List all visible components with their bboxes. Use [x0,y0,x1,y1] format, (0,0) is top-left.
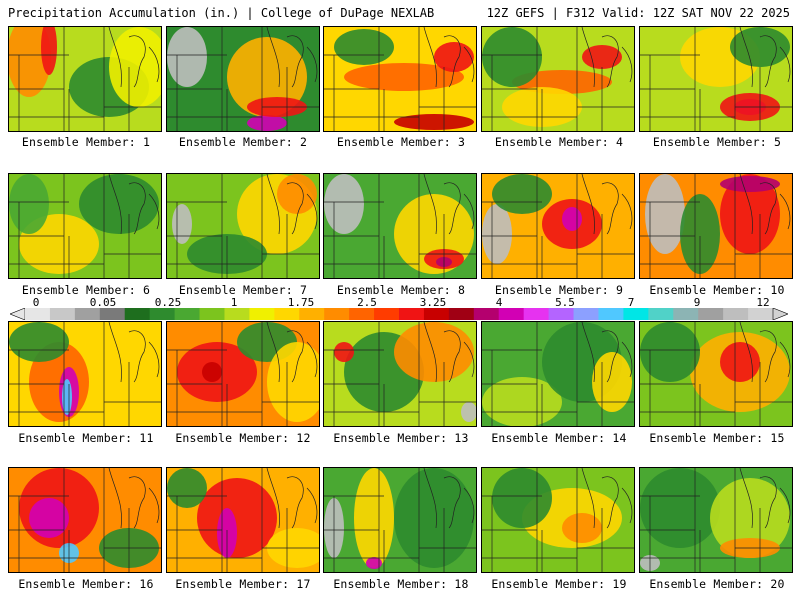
member-map-6 [8,173,162,279]
member-map-9 [481,173,635,279]
scale-tick-label: 2.5 [357,296,377,309]
member-map-10 [639,173,793,279]
scale-min-arrow [10,308,26,320]
color-scale-bar [10,308,788,320]
scale-swatch [399,308,425,320]
member-caption: Ensemble Member: 15 [649,431,785,445]
scale-swatch [149,308,176,320]
member-map-13 [323,321,477,427]
scale-swatch [25,308,51,320]
member-caption: Ensemble Member: 1 [21,135,151,149]
scale-swatch [548,308,575,320]
member-caption: Ensemble Member: 13 [333,431,469,445]
member-map-1 [8,26,162,132]
member-caption: Ensemble Member: 8 [336,283,466,297]
scale-swatch [174,308,201,320]
scale-swatch [99,308,126,320]
scale-tick-label: 0.25 [154,296,182,309]
scale-tick-label: 0 [32,296,40,309]
scale-swatch [199,308,225,320]
member-map-18 [323,467,477,573]
member-map-16 [8,467,162,573]
scale-tick-label: 3.25 [419,296,447,309]
scale-swatch [448,308,475,320]
member-caption: Ensemble Member: 5 [652,135,782,149]
scale-swatch [623,308,649,320]
scale-tick-label: 7 [627,296,635,309]
run-info: 12Z GEFS | F312 Valid: 12Z SAT NOV 22 20… [486,6,790,20]
member-map-19 [481,467,635,573]
scale-swatch [249,308,275,320]
member-map-4 [481,26,635,132]
scale-swatch [124,308,151,320]
scale-swatch [349,308,375,320]
scale-swatch [224,308,250,320]
scale-swatch [299,308,325,320]
member-map-14 [481,321,635,427]
scale-swatch [748,308,774,320]
scale-swatch [374,308,400,320]
member-caption: Ensemble Member: 12 [175,431,311,445]
scale-swatch [74,308,101,320]
member-caption: Ensemble Member: 18 [333,577,469,591]
scale-swatch [723,308,749,320]
scale-tick-label: 12 [756,296,770,309]
member-map-3 [323,26,477,132]
member-caption: Ensemble Member: 3 [336,135,466,149]
member-map-8 [323,173,477,279]
member-map-17 [166,467,320,573]
member-caption: Ensemble Member: 9 [494,283,624,297]
member-map-11 [8,321,162,427]
scale-tick-label: 4 [495,296,503,309]
member-caption: Ensemble Member: 7 [178,283,308,297]
scale-swatch [423,308,450,320]
member-caption: Ensemble Member: 16 [18,577,154,591]
member-caption: Ensemble Member: 11 [18,431,154,445]
scale-swatch [498,308,525,320]
member-map-5 [639,26,793,132]
member-map-15 [639,321,793,427]
scale-swatch [673,308,699,320]
scale-swatch [698,308,724,320]
member-map-12 [166,321,320,427]
member-map-7 [166,173,320,279]
scale-tick-label: 9 [693,296,701,309]
scale-swatch [523,308,550,320]
member-caption: Ensemble Member: 20 [649,577,785,591]
scale-tick-label: 5.5 [555,296,575,309]
member-caption: Ensemble Member: 17 [175,577,311,591]
scale-swatch [49,308,76,320]
scale-swatch [573,308,599,320]
member-caption: Ensemble Member: 4 [494,135,624,149]
scale-swatch [324,308,350,320]
member-caption: Ensemble Member: 10 [649,283,785,297]
scale-swatch [598,308,624,320]
scale-max-arrow [772,308,788,320]
member-caption: Ensemble Member: 14 [491,431,627,445]
member-caption: Ensemble Member: 2 [178,135,308,149]
scale-tick-label: 0.05 [89,296,117,309]
scale-tick-label: 1.75 [287,296,315,309]
scale-swatch [648,308,674,320]
scale-swatch [274,308,300,320]
page-title: Precipitation Accumulation (in.) | Colle… [8,6,435,20]
member-caption: Ensemble Member: 6 [21,283,151,297]
scale-swatch [473,308,500,320]
member-caption: Ensemble Member: 19 [491,577,627,591]
scale-tick-label: 1 [230,296,238,309]
member-map-20 [639,467,793,573]
member-map-2 [166,26,320,132]
